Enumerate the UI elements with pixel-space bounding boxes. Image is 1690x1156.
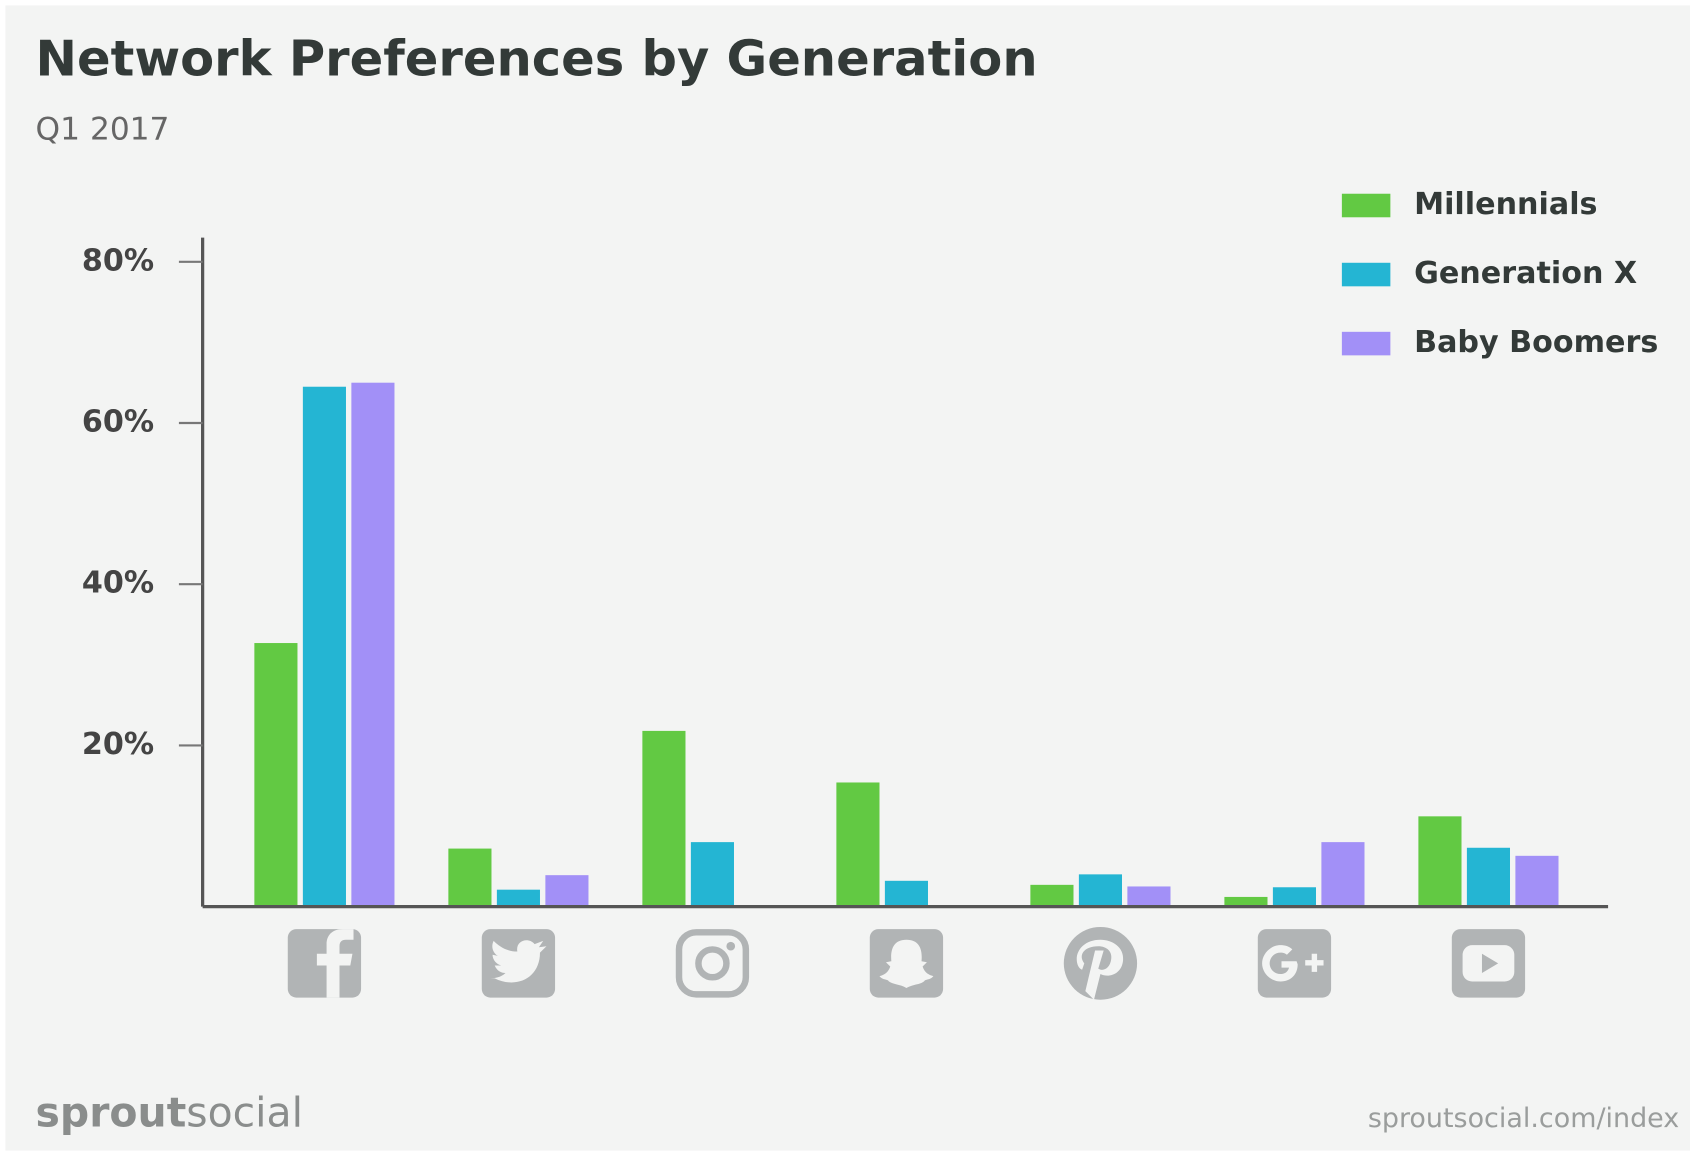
bar [1418, 816, 1462, 907]
bar [1321, 842, 1365, 907]
bar [302, 386, 346, 907]
chart-title: Network Preferences by Generation [36, 30, 1038, 88]
icon-glyph [490, 940, 547, 983]
logo: sproutsocial [36, 1088, 303, 1136]
bar [1224, 896, 1268, 907]
bar [545, 875, 589, 907]
y-tick-label: 20% [82, 727, 154, 762]
icon-glyph [1076, 939, 1124, 1000]
bar [351, 382, 395, 907]
y-tick-label: 40% [82, 566, 154, 601]
icon-glyph [1481, 953, 1499, 973]
y-tick-label: 60% [82, 405, 154, 440]
legend-swatch [1341, 193, 1391, 218]
bar [884, 880, 928, 907]
icon-glyph [695, 946, 730, 981]
legend-swatch [1341, 262, 1391, 287]
bar [1272, 887, 1317, 907]
y-tick-label: 80% [82, 243, 154, 278]
logo-part: sprout [36, 1088, 187, 1136]
icon-frame [675, 929, 750, 998]
legend-label: Millennials [1414, 187, 1597, 222]
icon-glyph [879, 939, 934, 988]
bar [496, 889, 540, 907]
icon-glyph [1262, 945, 1298, 982]
bar [254, 643, 298, 907]
bar [1515, 855, 1559, 907]
chart-subtitle: Q1 2017 [36, 112, 170, 148]
bar [836, 782, 880, 907]
icon-glyph [726, 941, 736, 951]
bar [1078, 874, 1122, 907]
legend-label: Generation X [1414, 256, 1637, 291]
bar [642, 730, 686, 907]
bar [1030, 884, 1074, 907]
icon-glyph [1305, 953, 1324, 972]
logo-part: social [186, 1088, 303, 1136]
bar [1127, 886, 1171, 907]
bar [448, 848, 492, 907]
background [5, 5, 1690, 1151]
icon-glyph [316, 929, 354, 998]
icon-frame [1063, 926, 1138, 1000]
legend-label: Baby Boomers [1414, 325, 1658, 360]
legend-swatch [1341, 331, 1391, 356]
bar [690, 842, 734, 907]
bar [1466, 847, 1511, 907]
category-icons [287, 926, 1526, 1000]
footer-url: sproutsocial.com/index [1368, 1103, 1680, 1134]
